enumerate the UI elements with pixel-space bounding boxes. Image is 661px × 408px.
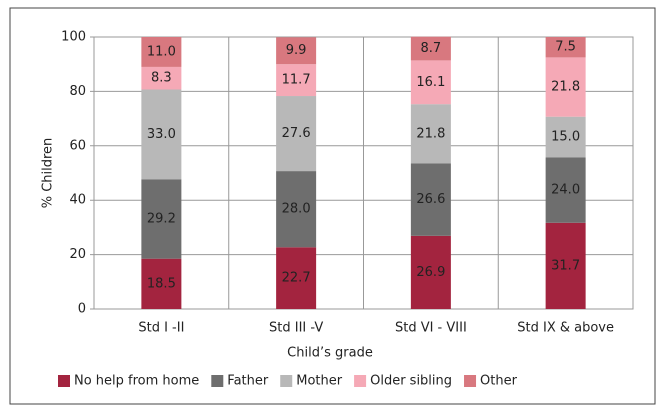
y-tick-label: 60: [69, 138, 86, 153]
bar-segment: [276, 64, 317, 97]
legend-label: Mother: [296, 374, 343, 389]
bar-segment: [545, 37, 586, 58]
x-tick-label: Std VI - VIII: [395, 321, 467, 336]
y-tick-label: 0: [78, 302, 86, 317]
value-label: 31.7: [551, 258, 580, 273]
legend-label: Father: [227, 374, 269, 389]
y-tick-label: 20: [69, 247, 86, 262]
legend-label: Older sibling: [370, 374, 452, 389]
bar-segment: [410, 163, 451, 236]
y-tick-label: 100: [61, 30, 86, 45]
bar-segment: [276, 37, 317, 65]
bar-segment: [410, 104, 451, 164]
frame: [9, 7, 656, 405]
value-label: 9.9: [286, 43, 307, 58]
bar-segment: [545, 157, 586, 223]
value-label: 26.6: [416, 192, 445, 207]
value-label: 21.8: [551, 80, 580, 95]
bar-segment: [276, 96, 317, 172]
x-tick-label: Std I -II: [138, 321, 184, 336]
legend-label: Other: [480, 374, 518, 389]
value-label: 22.7: [282, 271, 311, 286]
legend-swatch: [464, 375, 477, 387]
bar-segment: [141, 66, 182, 90]
bar-segment: [545, 222, 586, 309]
bar-segment: [545, 116, 586, 158]
value-label: 7.5: [555, 40, 576, 55]
bar-segment: [141, 89, 182, 180]
value-label: 28.0: [282, 202, 311, 217]
y-tick-label: 80: [69, 84, 86, 99]
value-label: 21.8: [416, 126, 445, 141]
x-axis-title: Child’s grade: [287, 346, 373, 361]
y-tick-label: 40: [69, 193, 86, 208]
value-label: 15.0: [551, 130, 580, 145]
bar-segment: [141, 179, 182, 259]
value-label: 18.5: [147, 276, 176, 291]
bar-segment: [276, 247, 317, 309]
value-label: 29.2: [147, 211, 176, 226]
x-tick-label: Std III -V: [269, 321, 323, 336]
value-label: 27.6: [282, 126, 311, 141]
bar-segment: [141, 258, 182, 309]
value-label: 26.9: [416, 265, 445, 280]
value-label: 33.0: [147, 127, 176, 142]
legend-swatch: [354, 375, 367, 387]
x-tick-label: Std IX & above: [517, 321, 614, 336]
bar-segment: [141, 37, 182, 67]
value-label: 11.0: [147, 44, 176, 59]
bar-segment: [545, 57, 586, 117]
bar-segment: [410, 60, 451, 105]
bar-segment: [410, 36, 451, 61]
value-label: 24.0: [551, 183, 580, 198]
legend-swatch: [58, 375, 70, 387]
value-label: 11.7: [282, 73, 311, 88]
value-label: 16.1: [416, 75, 445, 90]
bar-segment: [276, 171, 317, 248]
y-axis-title: % Children: [41, 138, 56, 209]
legend-label: No help from home: [74, 374, 199, 389]
legend-swatch: [280, 375, 293, 387]
bar-segment: [410, 235, 451, 309]
value-label: 8.7: [421, 41, 442, 56]
value-label: 8.3: [151, 71, 172, 86]
legend-swatch: [211, 375, 224, 387]
